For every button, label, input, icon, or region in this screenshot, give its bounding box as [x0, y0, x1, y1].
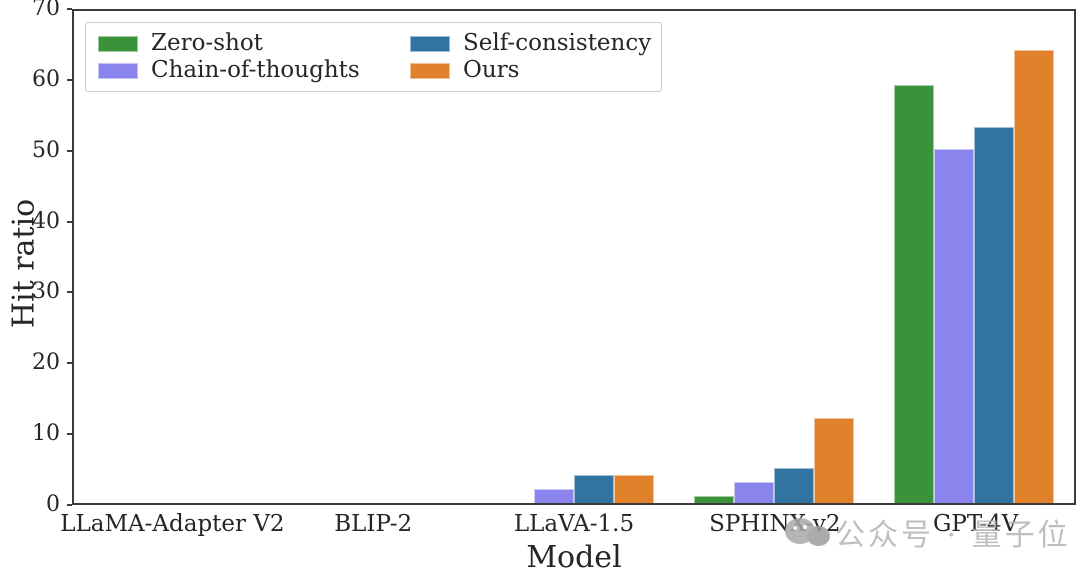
- y-tick-label: 10: [32, 421, 60, 447]
- y-tick-label: 20: [32, 350, 60, 376]
- y-tick-label: 40: [32, 208, 60, 234]
- legend-swatch: [410, 62, 450, 79]
- legend-swatch: [410, 35, 450, 52]
- y-tick-mark: [67, 433, 72, 436]
- x-tick-label: LLaVA-1.5: [513, 511, 635, 537]
- y-tick-label: 50: [32, 137, 60, 163]
- x-tick-label: GPT-4V: [932, 511, 1019, 537]
- chart-legend: Zero-shot Chain-of-thoughts Self-consisten…: [85, 22, 662, 92]
- legend-item-zero-shot: Zero-shot: [98, 32, 410, 55]
- bar: [734, 481, 774, 503]
- y-tick-mark: [67, 149, 72, 152]
- legend-label: Self-consistency: [463, 30, 652, 56]
- x-tick-label: SPHINX-v2: [709, 511, 841, 537]
- y-tick-mark: [67, 220, 72, 223]
- legend-label: Chain-of-thoughts: [151, 57, 360, 83]
- bar: [894, 84, 934, 503]
- bar: [614, 474, 654, 503]
- y-tick-mark: [67, 8, 72, 10]
- y-tick-mark: [67, 504, 72, 506]
- bar: [1014, 49, 1054, 503]
- legend-item-self-consistency: Self-consistency: [410, 32, 651, 55]
- x-tick-label: LLaMA-Adapter V2: [60, 511, 285, 537]
- legend-label: Ours: [463, 57, 520, 83]
- legend-label: Zero-shot: [151, 30, 263, 56]
- y-tick-mark: [67, 78, 72, 81]
- y-tick-mark: [67, 291, 72, 294]
- bar: [534, 488, 574, 503]
- bar-group-2: [474, 11, 674, 503]
- y-tick-label: 60: [32, 66, 60, 92]
- y-tick-label: 70: [32, 0, 60, 21]
- bar-group-4: [874, 11, 1074, 503]
- bar: [574, 474, 614, 503]
- bar-groups: [74, 11, 1074, 503]
- bar: [774, 467, 814, 503]
- bar: [974, 127, 1014, 503]
- legend-item-chain-of-thoughts: Chain-of-thoughts: [98, 59, 410, 82]
- x-axis-title: Model: [526, 540, 622, 575]
- legend-item-ours: Ours: [410, 59, 651, 82]
- y-tick-label: 0: [46, 492, 60, 517]
- y-tick-mark: [67, 362, 72, 365]
- bar: [934, 148, 974, 503]
- legend-swatch: [98, 35, 138, 52]
- bar: [814, 417, 854, 503]
- y-axis-title: Hit ratio: [6, 198, 42, 329]
- x-tick-label: BLIP-2: [334, 511, 413, 537]
- y-tick-label: 30: [32, 279, 60, 305]
- bar-group-3: [674, 11, 874, 503]
- legend-swatch: [98, 62, 138, 79]
- bar: [694, 495, 734, 503]
